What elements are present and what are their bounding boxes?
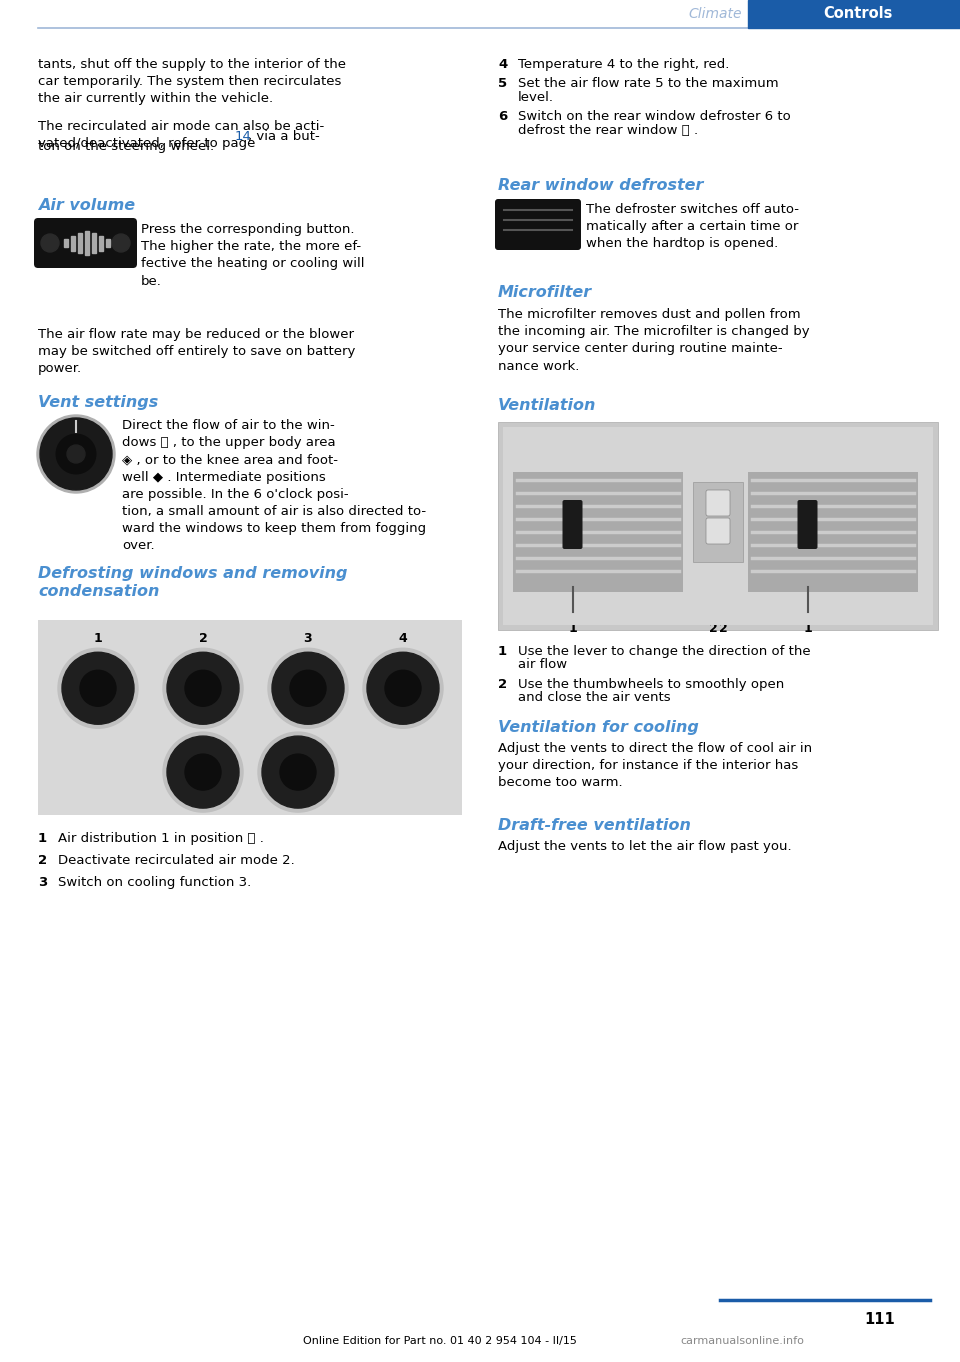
Circle shape (40, 418, 112, 490)
Circle shape (367, 652, 439, 725)
Text: Ventilation: Ventilation (498, 398, 596, 413)
Text: Deactivate recirculated air mode 2.: Deactivate recirculated air mode 2. (58, 854, 295, 868)
Text: Air distribution 1 in position Ⓣ .: Air distribution 1 in position Ⓣ . (58, 832, 264, 844)
Text: 1: 1 (38, 832, 47, 844)
Text: Controls: Controls (824, 7, 893, 22)
Bar (71, 236, 75, 251)
Bar (498, 422, 938, 631)
Circle shape (262, 735, 334, 808)
FancyBboxPatch shape (798, 500, 818, 549)
FancyBboxPatch shape (706, 518, 730, 543)
Text: defrost the rear window Ⓣ .: defrost the rear window Ⓣ . (518, 124, 698, 138)
Bar (693, 482, 743, 563)
Text: Temperature 4 to the right, red.: Temperature 4 to the right, red. (518, 59, 730, 71)
Text: Press the corresponding button.
The higher the rate, the more ef-
fective the he: Press the corresponding button. The high… (141, 223, 365, 287)
Bar (106, 238, 110, 247)
Text: level.: level. (518, 91, 554, 104)
Text: 5: 5 (294, 793, 302, 806)
Circle shape (363, 648, 443, 729)
Bar (64, 238, 68, 247)
Text: 1: 1 (568, 622, 577, 635)
Text: Set the air flow rate 5 to the maximum: Set the air flow rate 5 to the maximum (518, 78, 779, 90)
Text: ton on the steering wheel.: ton on the steering wheel. (38, 140, 214, 154)
Text: The microfilter removes dust and pollen from
the incoming air. The microfilter i: The microfilter removes dust and pollen … (498, 308, 809, 373)
Text: air flow: air flow (518, 658, 567, 671)
FancyBboxPatch shape (495, 199, 581, 251)
Text: Switch on cooling function 3.: Switch on cooling function 3. (58, 876, 252, 889)
Bar (38, 620, 462, 814)
Text: Rear window defroster: Rear window defroster (498, 178, 704, 193)
Text: Use the thumbwheels to smoothly open: Use the thumbwheels to smoothly open (518, 678, 784, 691)
Text: Climate: Climate (688, 7, 742, 20)
Text: 1: 1 (94, 632, 103, 646)
Text: The recirculated air mode can also be acti-
vated/deactivated, refer to page: The recirculated air mode can also be ac… (38, 120, 324, 150)
Circle shape (258, 733, 338, 812)
Circle shape (280, 755, 316, 790)
Text: 2: 2 (498, 678, 507, 691)
Text: Adjust the vents to direct the flow of cool air in
your direction, for instance : Adjust the vents to direct the flow of c… (498, 742, 812, 790)
Text: 2: 2 (38, 854, 47, 868)
Text: 2: 2 (719, 622, 728, 635)
Text: 4: 4 (498, 59, 507, 71)
Text: Microfilter: Microfilter (498, 285, 592, 300)
Text: 2: 2 (199, 632, 207, 646)
Circle shape (185, 755, 221, 790)
Circle shape (185, 670, 221, 707)
Text: carmanualsonline.info: carmanualsonline.info (680, 1336, 804, 1346)
Text: 1: 1 (498, 646, 507, 658)
FancyBboxPatch shape (563, 500, 583, 549)
Text: Ventilation for cooling: Ventilation for cooling (498, 720, 699, 735)
FancyBboxPatch shape (34, 218, 137, 268)
Text: Vent settings: Vent settings (38, 395, 158, 410)
Circle shape (62, 652, 134, 725)
Bar (503, 428, 933, 625)
Text: 5: 5 (498, 78, 507, 90)
Circle shape (67, 445, 85, 463)
Text: 3: 3 (303, 632, 312, 646)
Text: tants, shut off the supply to the interior of the
car temporarily. The system th: tants, shut off the supply to the interi… (38, 59, 346, 105)
Bar (85, 232, 89, 255)
Text: Adjust the vents to let the air flow past you.: Adjust the vents to let the air flow pas… (498, 840, 792, 853)
Circle shape (37, 415, 115, 493)
Text: Defrosting windows and removing
condensation: Defrosting windows and removing condensa… (38, 567, 348, 599)
Bar (748, 473, 918, 592)
Text: Switch on the rear window defroster 6 to: Switch on the rear window defroster 6 to (518, 110, 791, 124)
Text: Use the lever to change the direction of the: Use the lever to change the direction of… (518, 646, 810, 658)
Text: Direct the flow of air to the win-
dows Ⓣ , to the upper body area
◈ , or to the: Direct the flow of air to the win- dows … (122, 419, 426, 553)
Circle shape (58, 648, 138, 729)
Text: Online Edition for Part no. 01 40 2 954 104 - II/15: Online Edition for Part no. 01 40 2 954 … (303, 1336, 577, 1346)
Bar (513, 473, 683, 592)
FancyBboxPatch shape (706, 490, 730, 516)
Text: Draft-free ventilation: Draft-free ventilation (498, 819, 691, 834)
Text: Air volume: Air volume (38, 197, 135, 212)
Text: , via a but-: , via a but- (248, 131, 320, 143)
Circle shape (163, 648, 243, 729)
Bar (92, 233, 96, 253)
Bar (748, 0, 960, 29)
Text: 1: 1 (804, 622, 812, 635)
Text: 6: 6 (199, 793, 207, 806)
Circle shape (163, 733, 243, 812)
Text: 14: 14 (235, 131, 252, 143)
Circle shape (268, 648, 348, 729)
Bar (78, 233, 82, 253)
Circle shape (80, 670, 116, 707)
Circle shape (167, 652, 239, 725)
Text: 4: 4 (398, 632, 407, 646)
Bar (99, 236, 103, 251)
Text: 111: 111 (865, 1312, 896, 1327)
Circle shape (167, 735, 239, 808)
Circle shape (385, 670, 421, 707)
Circle shape (272, 652, 344, 725)
Circle shape (290, 670, 326, 707)
Text: 6: 6 (498, 110, 507, 124)
Text: 2: 2 (708, 622, 717, 635)
Circle shape (41, 234, 59, 252)
Circle shape (57, 434, 96, 474)
Text: The defroster switches off auto-
matically after a certain time or
when the hard: The defroster switches off auto- matical… (586, 203, 799, 251)
Circle shape (112, 234, 130, 252)
Text: and close the air vents: and close the air vents (518, 692, 671, 704)
Text: 3: 3 (38, 876, 47, 889)
Text: The air flow rate may be reduced or the blower
may be switched off entirely to s: The air flow rate may be reduced or the … (38, 328, 355, 376)
